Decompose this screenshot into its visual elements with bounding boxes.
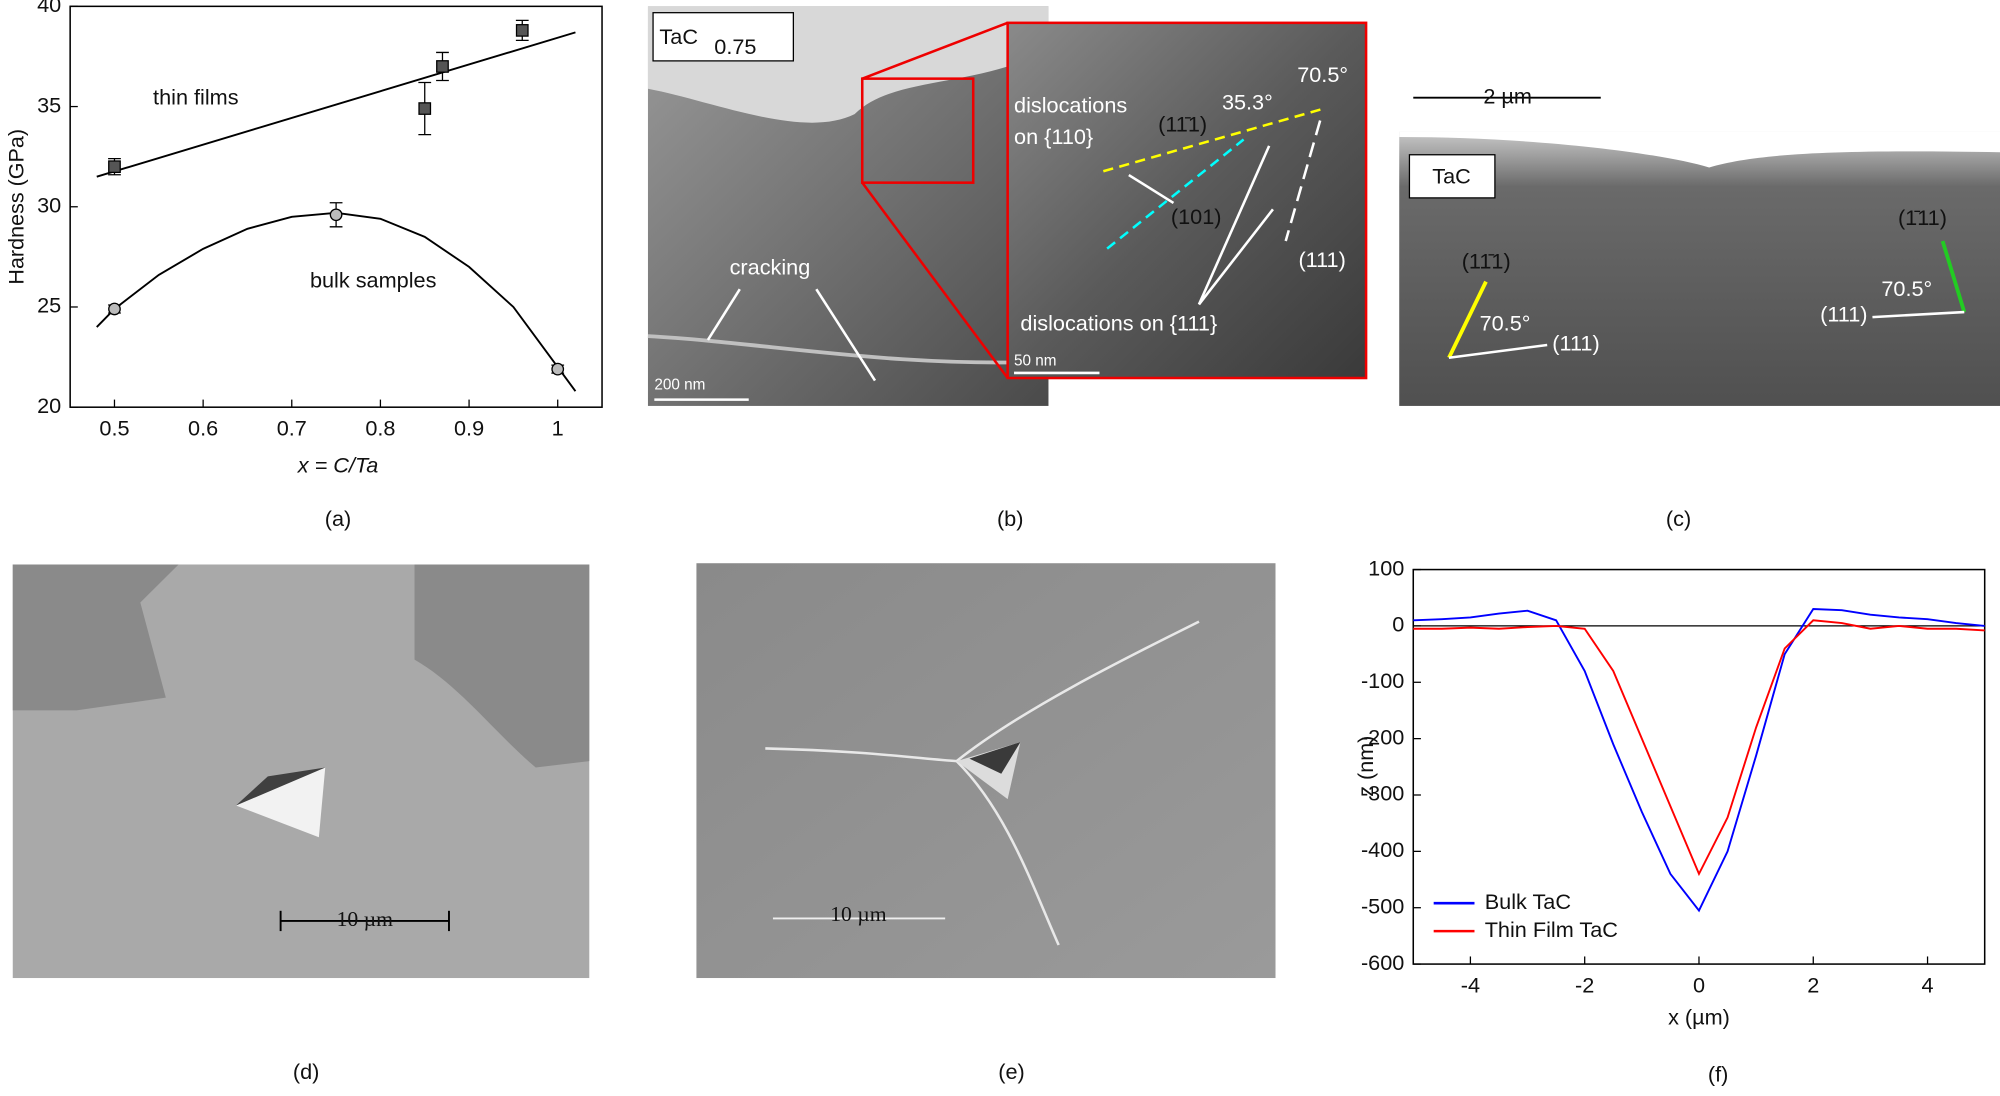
x-tick-label: 0.8: [365, 416, 395, 441]
x-axis-label: x (µm): [1668, 1004, 1730, 1029]
y-tick-label: -100: [1361, 668, 1404, 693]
annotation: on {110}: [1014, 124, 1093, 149]
x-tick-label: 2: [1807, 973, 1819, 998]
y-tick-label: 100: [1368, 555, 1404, 580]
marker: [329, 208, 343, 222]
y-tick-label: -400: [1361, 837, 1404, 862]
annotation: dislocations on {111}: [1020, 310, 1217, 335]
scale-label: 10 µm: [830, 902, 887, 926]
marker: [436, 60, 449, 73]
x-axis-label: x = C/Ta: [297, 453, 379, 478]
series-label: thin films: [153, 85, 239, 110]
x-tick-label: 0.9: [454, 416, 484, 441]
y-tick-label: -600: [1361, 950, 1404, 975]
angle-label: 70.5°: [1881, 276, 1932, 301]
annotation: cracking: [730, 255, 811, 280]
sem-image: [12, 564, 590, 979]
panel-label: (e): [998, 1059, 1024, 1084]
y-tick-label: 25: [37, 293, 61, 318]
scale-label: 2 µm: [1483, 83, 1532, 108]
x-tick-label: 0: [1693, 973, 1705, 998]
angle-label: 70.5°: [1480, 310, 1531, 335]
marker: [418, 102, 432, 115]
annotation: dislocations: [1014, 92, 1127, 117]
x-tick-label: -4: [1461, 973, 1480, 998]
sample-subscript: 0.75: [714, 34, 756, 59]
y-tick-label: 30: [37, 193, 61, 218]
marker: [108, 160, 121, 174]
legend-label: Thin Film TaC: [1485, 917, 1618, 942]
x-tick-label: -2: [1575, 973, 1594, 998]
scale-label: 200 nm: [654, 377, 705, 394]
tem-image: [647, 6, 1368, 406]
y-tick-label: -200: [1361, 724, 1404, 749]
panel-label: (f): [1708, 1061, 1728, 1086]
sem-image: [696, 563, 1276, 979]
x-tick-label: 0.5: [99, 416, 129, 441]
plane-label: (111): [1820, 302, 1867, 327]
plane-label: (111): [1298, 247, 1345, 272]
angle-label: 70.5°: [1297, 62, 1348, 87]
scale-label: 10 µm: [337, 907, 394, 931]
marker: [108, 302, 121, 316]
series-label: bulk samples: [310, 267, 437, 292]
y-tick-label: -500: [1361, 893, 1404, 918]
series-line: [1413, 608, 1985, 913]
plane-label: (1̄11): [1898, 205, 1947, 230]
legend-label: Bulk TaC: [1485, 889, 1571, 914]
plane-label: (11̄1): [1158, 111, 1207, 136]
fit-line: [96, 31, 576, 178]
x-tick-label: 1: [552, 416, 564, 441]
sample-label: TaC: [659, 24, 698, 49]
y-axis-label: z (nm): [1353, 736, 1378, 797]
y-tick-label: -300: [1361, 781, 1404, 806]
y-tick-label: 35: [37, 92, 61, 117]
panel-label: (a): [325, 506, 351, 531]
y-axis-label: Hardness (GPa): [4, 129, 29, 285]
marker: [551, 362, 565, 376]
sample-label: TaC: [1432, 163, 1471, 188]
x-tick-label: 4: [1922, 973, 1934, 998]
fit-line: [96, 211, 577, 392]
panel-label: (d): [293, 1059, 319, 1084]
angle-label: 35.3°: [1222, 90, 1273, 115]
plane-label: (11̄1): [1462, 248, 1511, 273]
y-tick-label: 0: [1392, 612, 1404, 637]
series-line: [1413, 619, 1985, 877]
scale-label: 50 nm: [1014, 353, 1057, 370]
marker: [515, 24, 529, 37]
plane-label: (111): [1552, 331, 1599, 356]
y-tick-label: 20: [37, 393, 61, 418]
panel-label: (b): [997, 506, 1023, 531]
x-tick-label: 0.7: [277, 416, 307, 441]
plane-label: (101): [1171, 204, 1222, 229]
y-tick-label: 40: [37, 0, 61, 17]
x-tick-label: 0.6: [188, 416, 218, 441]
panel-label: (c): [1666, 506, 1691, 531]
tem-image: [1399, 96, 2000, 406]
